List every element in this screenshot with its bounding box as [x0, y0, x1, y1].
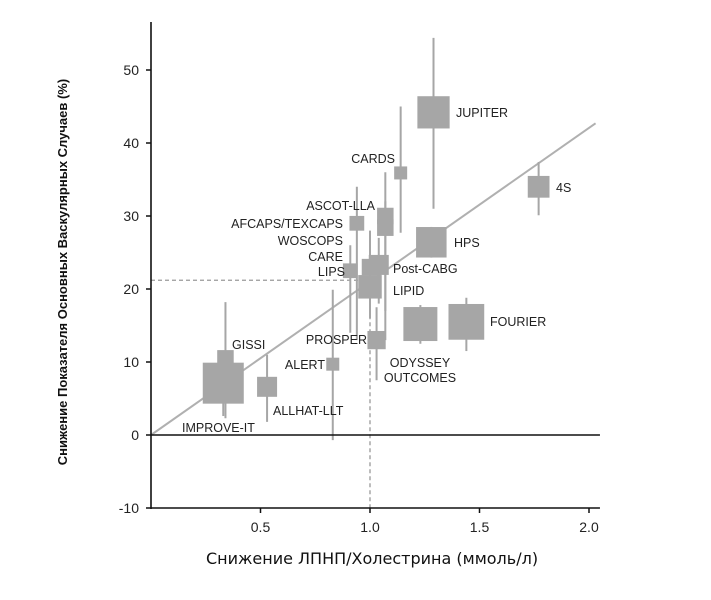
study-marker — [416, 227, 447, 258]
y-tick-label: 50 — [123, 62, 139, 78]
study-marker — [202, 362, 244, 404]
study-marker — [217, 350, 234, 367]
study-label: JUPITER — [456, 106, 508, 120]
study-marker — [368, 254, 389, 275]
study-label: GISSI — [232, 338, 265, 352]
study-label: ASCOT-LLA — [306, 199, 375, 213]
x-tick-label: 2.0 — [579, 519, 599, 535]
study-label: LIPS — [318, 265, 345, 279]
study-marker — [367, 330, 386, 350]
x-tick-label: 1.0 — [360, 519, 380, 535]
y-axis-title: Снижение Показателя Основных Васкулярных… — [55, 79, 70, 465]
y-tick-label: 20 — [123, 281, 139, 297]
study-label: ALERT — [285, 358, 325, 372]
study-marker — [326, 357, 340, 371]
study-label: CARE — [308, 250, 343, 264]
y-tick-label: 40 — [123, 135, 139, 151]
study-marker — [417, 96, 450, 129]
y-tick-label: 0 — [131, 427, 139, 443]
study-label: LIPID — [393, 284, 424, 298]
study-label: ODYSSEY — [390, 356, 451, 370]
study-marker — [394, 166, 408, 180]
study-label: IMPROVE-IT — [182, 421, 255, 435]
y-tick-label: -10 — [119, 500, 139, 516]
study-label: ALLHAT-LLT — [273, 404, 344, 418]
study-label: Post-CABG — [393, 262, 458, 276]
study-label: CARDS — [351, 152, 395, 166]
study-label: FOURIER — [490, 315, 546, 329]
study-marker — [377, 207, 394, 225]
study-label: WOSCOPS — [278, 234, 343, 248]
study-marker — [342, 263, 358, 279]
x-tick-label: 0.5 — [251, 519, 271, 535]
study-label: OUTCOMES — [384, 371, 456, 385]
study-marker — [257, 376, 278, 397]
study-marker — [448, 303, 485, 340]
study-marker — [403, 307, 438, 342]
study-label: PROSPER — [306, 333, 367, 347]
study-markers — [202, 96, 550, 404]
x-axis-title: Снижение ЛПНП/Холестрина (ммоль/л) — [206, 549, 538, 568]
y-tick-label: 10 — [123, 354, 139, 370]
x-tick-label: 1.5 — [470, 519, 490, 535]
study-label: AFCAPS/TEXCAPS — [231, 217, 343, 231]
study-label: HPS — [454, 236, 480, 250]
study-marker — [358, 275, 382, 299]
y-tick-label: 30 — [123, 208, 139, 224]
study-label: 4S — [556, 181, 571, 195]
study-labels: IMPROVE-IT GISSI ALLHAT-LLT ALERT PROSPER LIP… — [182, 106, 571, 435]
study-marker — [349, 215, 365, 231]
study-marker — [527, 175, 550, 198]
axes: -10 0 10 20 30 40 50 0.5 1.0 1.5 2.0 — [119, 22, 600, 535]
